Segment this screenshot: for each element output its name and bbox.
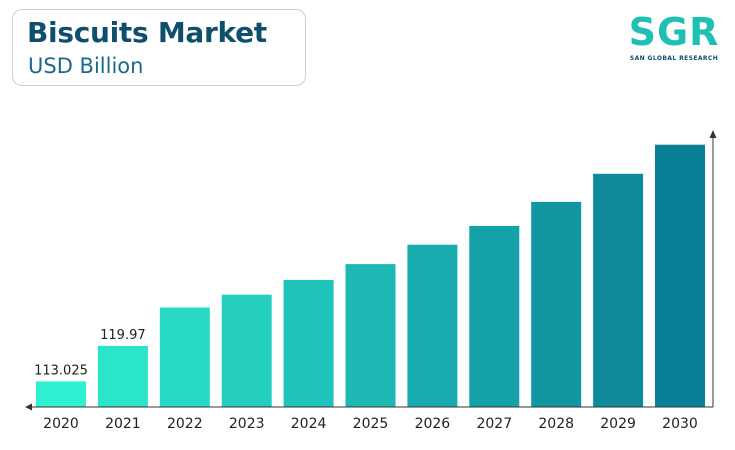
x-tick-label-2023: 2023 [229, 416, 265, 432]
x-tick-label-2022: 2022 [167, 416, 203, 432]
y-axis-arrow [709, 130, 717, 138]
chart-title: Biscuits Market [27, 16, 267, 49]
x-tick-label-2026: 2026 [415, 416, 451, 432]
x-tick-label-2024: 2024 [291, 416, 327, 432]
chart-unit-subtitle: USD Billion [28, 54, 144, 78]
x-tick-label-2027: 2027 [476, 416, 512, 432]
bar-2030 [655, 144, 705, 407]
bar-2020 [36, 381, 86, 407]
x-tick-label-2028: 2028 [538, 416, 574, 432]
data-label-2021: 119.97 [100, 328, 146, 343]
bar-2027 [469, 225, 520, 407]
bar-2028 [531, 201, 582, 407]
bar-2024 [283, 279, 334, 407]
x-tick-label-2025: 2025 [353, 416, 389, 432]
x-tick-label-2030: 2030 [662, 416, 698, 432]
x-tick-label-2020: 2020 [43, 416, 79, 432]
bar-2022 [159, 307, 210, 407]
brand-logo: SGR SAN GLOBAL RESEARCH [626, 12, 722, 64]
bar-2021 [97, 345, 148, 407]
logo-mark: SGR [626, 12, 722, 52]
title-box: Biscuits Market USD Billion [12, 9, 306, 86]
bar-2029 [593, 173, 644, 407]
logo-tagline: SAN GLOBAL RESEARCH [629, 55, 719, 62]
bar-2023 [221, 294, 272, 407]
x-tick-label-2029: 2029 [600, 416, 636, 432]
x-axis-arrow [25, 403, 32, 411]
bar-2025 [345, 264, 396, 407]
logo-letters: SGR [628, 10, 720, 54]
data-label-2020: 113.025 [34, 363, 88, 378]
bar-2026 [407, 244, 458, 407]
x-tick-label-2021: 2021 [105, 416, 141, 432]
